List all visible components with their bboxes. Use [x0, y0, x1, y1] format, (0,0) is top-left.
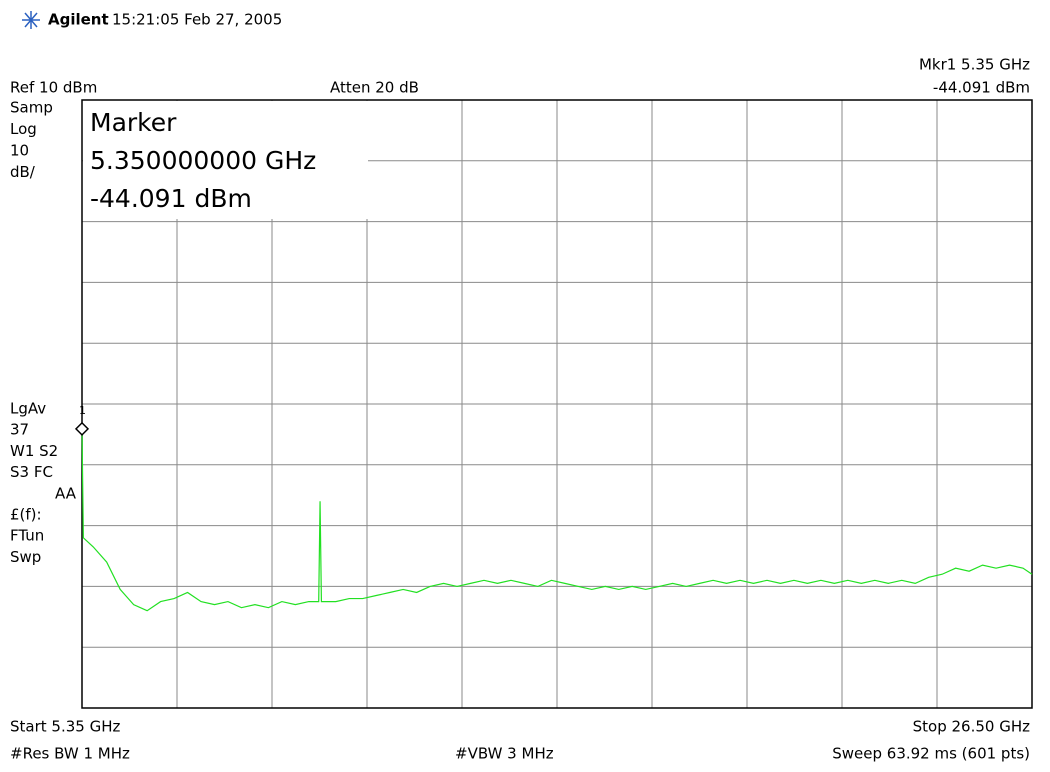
marker-box-amplitude: -44.091 dBm [90, 184, 252, 213]
sweep: Sweep 63.92 ms (601 pts) [832, 745, 1030, 763]
side-label: £(f): [10, 506, 42, 524]
side-label: W1 S2 [10, 442, 58, 460]
marker-diamond [74, 421, 90, 436]
side-label: 37 [10, 421, 29, 439]
marker-value: -44.091 dBm [933, 79, 1030, 97]
side-label: AA [55, 484, 77, 502]
side-label: dB/ [10, 163, 36, 181]
rbw: #Res BW 1 MHz [10, 745, 130, 763]
side-label: Swp [10, 548, 41, 566]
marker-box-frequency: 5.350000000 GHz [90, 146, 316, 175]
attenuation: Atten 20 dB [330, 79, 419, 97]
side-label: LgAv [10, 400, 46, 418]
vbw: #VBW 3 MHz [455, 745, 554, 763]
brand: Agilent [48, 11, 109, 29]
plot-frame [81, 99, 1033, 709]
start-freq: Start 5.35 GHz [10, 718, 120, 736]
ref-level: Ref 10 dBm [10, 79, 97, 97]
side-label: S3 FC [10, 463, 53, 481]
side-label: 10 [10, 142, 29, 160]
marker-name: Mkr1 5.35 GHz [919, 56, 1030, 74]
trace [81, 428, 1033, 612]
side-label: Samp [10, 99, 53, 117]
side-label: FTun [10, 527, 44, 545]
marker-box-title: Marker [90, 108, 177, 137]
logo [22, 11, 40, 29]
timestamp: 15:21:05 Feb 27, 2005 [112, 11, 282, 29]
marker-label: 1 [79, 404, 86, 417]
side-label: Log [10, 120, 37, 138]
marker-box [83, 101, 368, 219]
stop-freq: Stop 26.50 GHz [913, 718, 1030, 736]
